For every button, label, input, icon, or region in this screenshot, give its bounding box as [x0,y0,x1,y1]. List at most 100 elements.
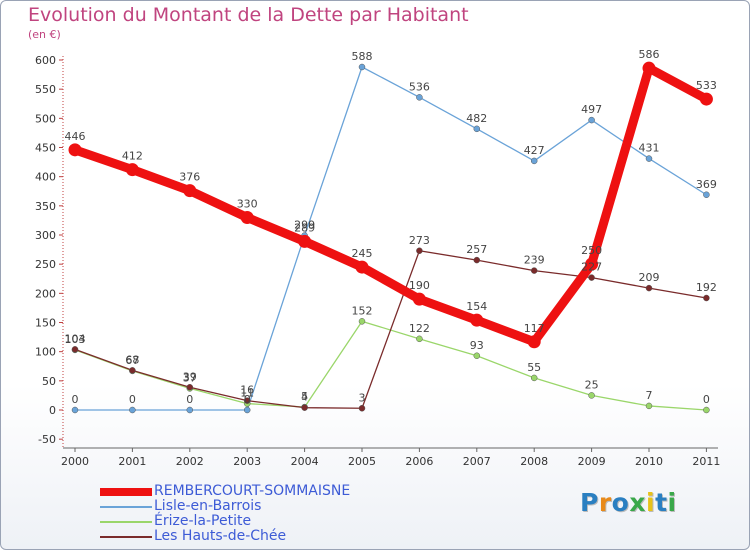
data-label: 39 [183,370,197,383]
y-tick-label: 50 [42,375,56,388]
data-point [645,402,653,410]
proxiti-logo: Proxiti [580,488,677,517]
data-point [240,211,254,224]
data-point [71,346,79,353]
y-tick-label: 400 [35,171,56,184]
logo-letter: i [646,488,656,517]
logo-letter: i [667,488,677,517]
data-label: 37 [183,371,197,384]
y-tick-label: 200 [35,287,56,300]
data-label: 93 [470,339,484,352]
y-tick-label: 550 [35,83,56,96]
data-label: 5 [301,390,308,403]
chart-unit-label: (en €) [28,28,61,41]
x-tick-label: 2011 [692,455,720,468]
y-tick-label: 100 [35,346,56,359]
y-tick-label: 250 [35,258,56,271]
data-label: 154 [466,300,487,313]
data-point [301,404,308,411]
data-point [243,406,251,414]
data-point [473,256,481,264]
data-point [129,406,136,414]
logo-letter: x [629,488,646,517]
data-label: 588 [352,50,373,63]
data-label: 0 [186,393,193,406]
data-label: 25 [585,378,599,391]
x-tick-label: 2002 [176,455,204,468]
data-point [699,92,713,106]
y-tick-label: 150 [35,317,56,330]
legend-label: Érize-la-Petite [154,513,252,529]
series-line-2 [74,320,708,411]
data-point [642,61,656,75]
data-label: 427 [524,144,545,157]
data-label: 289 [294,221,315,234]
data-label: 0 [129,393,136,406]
y-tick-label: 0 [49,404,56,417]
legend-swatch [100,488,152,496]
data-label: 273 [409,234,430,247]
logo-letter: P [580,488,599,517]
data-point [183,184,197,198]
data-label: 0 [703,393,710,406]
chart-title: Evolution du Montant de la Dette par Hab… [28,4,469,26]
data-label: 122 [409,322,430,335]
data-label: 227 [581,261,602,274]
data-point [703,294,710,302]
data-point [703,191,710,198]
data-point [588,274,595,281]
data-point [530,157,538,165]
data-label: 152 [352,304,373,317]
data-point [358,63,366,71]
data-label: 257 [466,243,487,256]
series-line-0 [70,63,711,347]
data-point [645,155,653,162]
x-tick-label: 2010 [635,455,663,468]
logo-letter: r [598,488,612,517]
legend-label: REMBERCOURT-SOMMAISNE [154,483,351,499]
data-label: 239 [524,254,545,267]
data-point [71,406,79,414]
data-label: 446 [65,130,86,143]
data-point [585,257,599,271]
data-label: 533 [696,79,717,92]
legend-swatch [100,536,152,538]
x-tick-label: 2000 [61,455,89,468]
legend-label: Lisle-en-Barrois [154,498,262,514]
data-point [416,247,423,254]
x-tick-label: 2003 [233,455,261,468]
data-point [588,116,595,124]
data-point [473,352,481,359]
legend-swatch [100,506,152,508]
legend-item: REMBERCOURT-SOMMAISNE [100,484,360,499]
y-tick-label: 600 [35,54,56,67]
y-tick-label: 450 [35,142,56,155]
data-label: 536 [409,80,430,93]
y-tick-label: 500 [35,112,56,125]
data-label: 104 [65,332,86,345]
data-label: 376 [179,171,200,184]
data-label: 431 [639,142,660,155]
data-label: 412 [122,150,143,163]
data-label: 190 [409,279,430,292]
data-label: 117 [524,322,545,335]
chart-legend: REMBERCOURT-SOMMAISNE Lisle-en-Barrois Éri… [100,484,360,544]
data-label: 103 [65,333,86,346]
data-point [412,292,426,306]
x-tick-label: 2009 [578,455,606,468]
data-point [125,163,139,177]
legend-label: Les Hauts-de-Chée [154,528,287,544]
data-point [527,335,541,349]
data-point [358,318,366,325]
data-label: 16 [240,384,254,397]
data-point [530,374,538,382]
data-label: 11 [240,387,254,400]
data-point [358,405,366,412]
x-tick-label: 2001 [118,455,146,468]
data-label: 0 [244,393,251,406]
data-label: 482 [466,112,487,125]
legend-item: Lisle-en-Barrois [100,499,360,514]
x-tick-label: 2007 [463,455,491,468]
